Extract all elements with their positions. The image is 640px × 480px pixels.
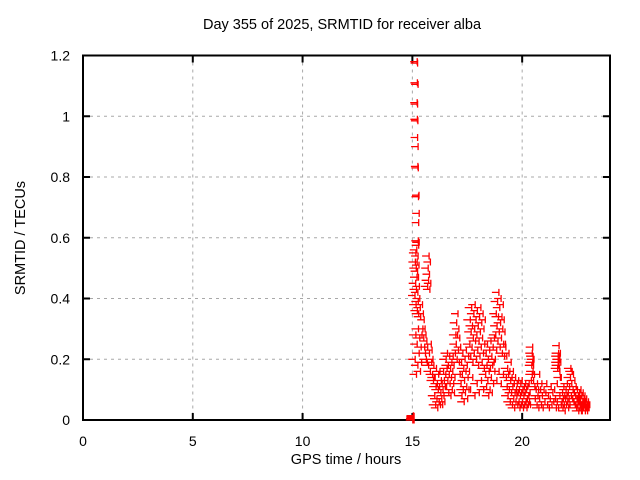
- x-tick-label: 15: [405, 433, 421, 449]
- data-points-srmtid: [405, 58, 591, 424]
- x-tick-label: 0: [79, 433, 87, 449]
- x-tick-label: 20: [514, 433, 530, 449]
- y-tick-label: 0.6: [51, 230, 71, 246]
- axis-ticks: [82, 54, 610, 421]
- grid-lines: [83, 55, 610, 420]
- y-tick-label: 0: [62, 412, 70, 428]
- x-tick-label: 10: [295, 433, 311, 449]
- x-tick-label: 5: [189, 433, 197, 449]
- chart-title: Day 355 of 2025, SRMTID for receiver alb…: [202, 17, 482, 33]
- y-tick-label: 0.2: [51, 351, 71, 367]
- y-tick-label: 1.2: [51, 48, 71, 64]
- x-axis-label: GPS time / hours: [290, 452, 402, 468]
- y-tick-label: 0.8: [51, 169, 71, 185]
- y-tick-label: 1: [62, 108, 70, 124]
- y-tick-label: 0.4: [51, 291, 71, 307]
